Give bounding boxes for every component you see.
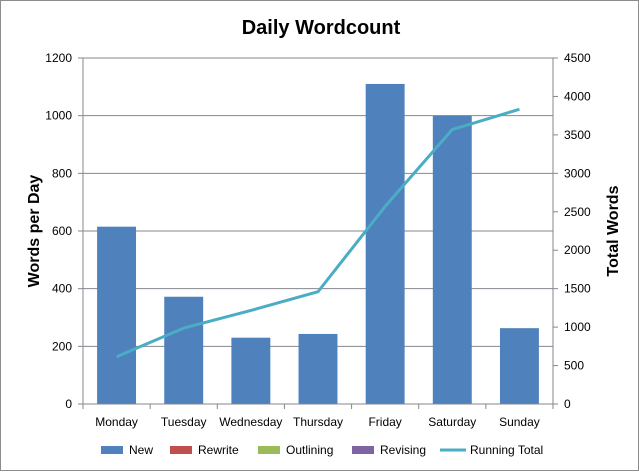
y-tick-label-3: 600 bbox=[52, 224, 72, 238]
bar-new-tuesday bbox=[164, 296, 204, 404]
legend-label-running-total: Running Total bbox=[470, 443, 543, 457]
y-tick-label-2: 400 bbox=[52, 282, 72, 296]
y2-tick-label-1: 500 bbox=[564, 359, 584, 373]
x-tick-label-monday: Monday bbox=[95, 415, 138, 429]
bar-new-sunday bbox=[499, 328, 539, 404]
x-tick-label-friday: Friday bbox=[368, 415, 401, 429]
y-tick-label-6: 1200 bbox=[45, 51, 72, 65]
x-tick-label-saturday: Saturday bbox=[428, 415, 476, 429]
legend-label-revising: Revising bbox=[380, 443, 426, 457]
bar-new-friday bbox=[365, 83, 405, 404]
running-total-line bbox=[115, 107, 520, 359]
x-axis-ticks: Monday Tuesday Wednesday Thursday Friday Satu… bbox=[82, 404, 554, 429]
gridlines bbox=[83, 57, 553, 347]
y2-tick-label-6: 3000 bbox=[564, 166, 591, 180]
bar-new-thursday bbox=[298, 333, 338, 404]
x-tick-label-wednesday: Wednesday bbox=[219, 415, 282, 429]
y2-tick-label-3: 1500 bbox=[564, 282, 591, 296]
y2-tick-label-9: 4500 bbox=[564, 51, 591, 65]
running-total-polyline bbox=[115, 107, 520, 359]
x-tick-label-thursday: Thursday bbox=[293, 415, 343, 429]
legend-swatch-rewrite bbox=[170, 446, 192, 454]
legend-label-new: New bbox=[129, 443, 153, 457]
y2-tick-label-8: 4000 bbox=[564, 89, 591, 103]
legend-swatch-outlining bbox=[258, 446, 280, 454]
y-axis-title: Words per Day bbox=[26, 175, 43, 288]
y2-axis-ticks: 0 500 1000 1500 2000 2500 3000 3500 4000 4500 bbox=[553, 51, 591, 411]
bar-new-saturday bbox=[432, 115, 472, 405]
bar-new-monday bbox=[97, 226, 137, 404]
legend-swatch-revising bbox=[352, 446, 374, 454]
bar-new-wednesday bbox=[231, 337, 271, 404]
y-axis-ticks: 0 200 400 600 800 1000 1200 bbox=[45, 51, 83, 411]
y-tick-label-5: 1000 bbox=[45, 109, 72, 123]
legend-swatch-new bbox=[101, 446, 123, 454]
x-tick-label-sunday: Sunday bbox=[499, 415, 540, 429]
y2-tick-label-0: 0 bbox=[564, 397, 571, 411]
y-tick-label-0: 0 bbox=[65, 397, 72, 411]
y-tick-label-1: 200 bbox=[52, 339, 72, 353]
y2-axis-title: Total Words bbox=[605, 185, 622, 276]
y2-tick-label-5: 2500 bbox=[564, 205, 591, 219]
y2-tick-label-7: 3500 bbox=[564, 128, 591, 142]
bars bbox=[97, 83, 539, 405]
chart-title: Daily Wordcount bbox=[242, 17, 401, 39]
y-tick-label-4: 800 bbox=[52, 166, 72, 180]
legend-label-outlining: Outlining bbox=[286, 443, 333, 457]
legend: New Rewrite Outlining Revising Running Total bbox=[101, 443, 543, 457]
y2-tick-label-4: 2000 bbox=[564, 243, 591, 257]
legend-label-rewrite: Rewrite bbox=[198, 443, 239, 457]
x-tick-label-tuesday: Tuesday bbox=[161, 415, 207, 429]
y2-tick-label-2: 1000 bbox=[564, 320, 591, 334]
